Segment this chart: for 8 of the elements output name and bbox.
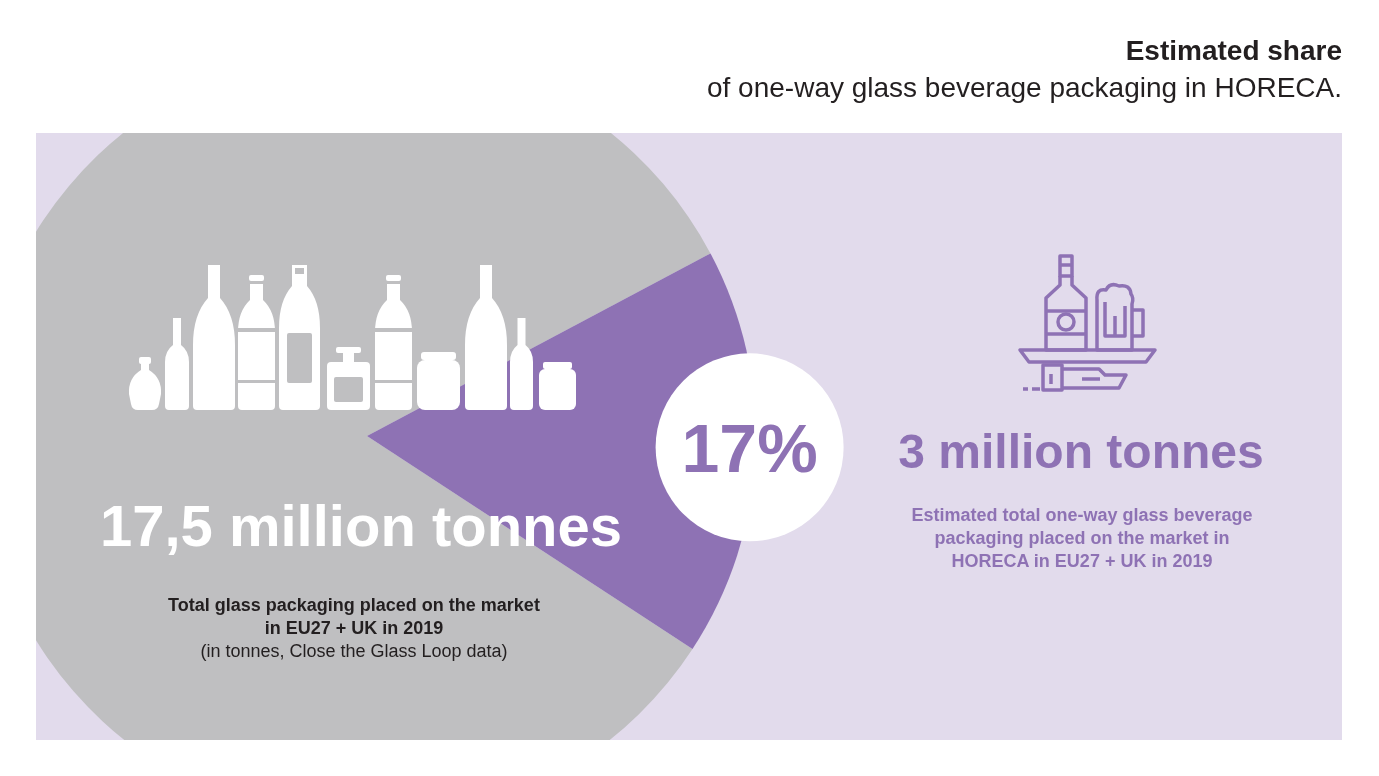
text: (in tonnes, Close the Glass Loop data) — [200, 641, 508, 661]
text: Estimated share — [1125, 35, 1342, 66]
text: of one-way glass beverage packaging in HORECA. — [706, 72, 1342, 103]
text: Estimated total one-way glass beverage packaging placed on the market in HORECA in EU27 + UK in 2019 — [911, 505, 1253, 571]
text: 3 million tonnes — [898, 425, 1264, 478]
data-label: 17% — [681, 409, 818, 486]
text: 17,5 million tonnes — [99, 493, 623, 558]
text: Total glass packaging placed on the market in EU27 + UK in 2019 — [168, 595, 540, 638]
